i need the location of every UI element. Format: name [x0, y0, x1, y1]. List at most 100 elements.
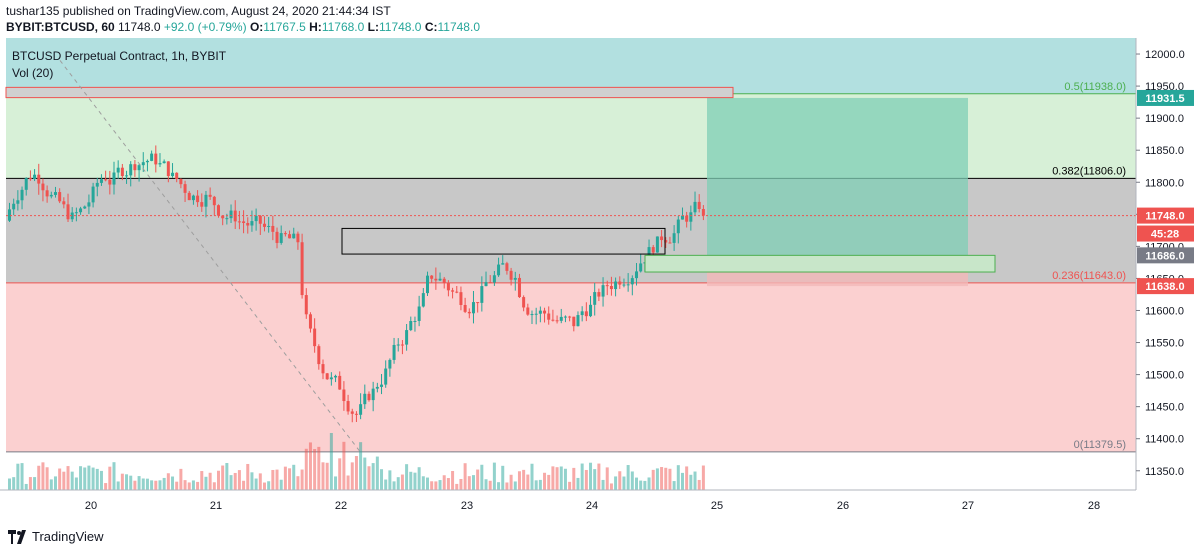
volume-bar: [480, 464, 484, 490]
volume-bar: [438, 480, 442, 490]
volume-bar: [451, 470, 455, 490]
candle-body: [672, 233, 676, 243]
volume-bar: [639, 480, 643, 490]
volume-bar: [237, 470, 241, 490]
candle-body: [279, 233, 283, 243]
price-tag-label: 11638.0: [1145, 281, 1184, 293]
volume-bar: [133, 480, 137, 490]
volume-bar: [354, 456, 358, 490]
candle-body: [442, 278, 446, 283]
volume-bar: [233, 472, 237, 490]
volume-bar: [325, 462, 329, 490]
volume-bar: [221, 465, 225, 490]
candle-body: [24, 178, 28, 190]
candle-body: [145, 160, 149, 163]
volume-bar: [405, 464, 409, 490]
time-axis[interactable]: 20 21 22 23 24 25 26 27 28: [0, 489, 1200, 518]
candle-body: [37, 174, 41, 184]
volume-bar: [66, 466, 70, 490]
tradingview-logo-icon: [8, 530, 26, 544]
price-tag: [1137, 247, 1194, 264]
volume-bar: [350, 462, 354, 490]
volume-bar: [204, 476, 208, 490]
candle-body: [87, 202, 91, 207]
y-tick-label: 11600.0: [1145, 305, 1184, 317]
candle-body: [664, 240, 668, 243]
volume-bar: [543, 472, 547, 490]
supply-box: [341, 227, 666, 255]
candle-body: [476, 302, 480, 304]
candle-body: [229, 210, 233, 219]
volume-bar: [651, 469, 655, 490]
candle-body: [359, 404, 363, 415]
volume-bar: [375, 456, 379, 490]
symbol-label[interactable]: BYBIT:BTCUSD, 60: [6, 20, 115, 34]
volume-bar: [338, 458, 342, 490]
volume-bar: [28, 477, 32, 490]
price-axis[interactable]: 12000.011950.011900.011850.011800.011750…: [1135, 38, 1200, 518]
volume-bar: [559, 466, 563, 490]
candle-body: [635, 271, 638, 279]
volume-bar: [388, 470, 392, 490]
price-axis-bg: [1136, 38, 1200, 518]
volume-bar: [120, 473, 124, 490]
volume-bar: [668, 468, 672, 490]
volume-bar: [41, 462, 45, 490]
volume-bar: [95, 468, 99, 490]
candle-body: [58, 192, 62, 202]
candle-body: [501, 263, 505, 265]
price-tag-label: 11686.0: [1145, 250, 1184, 262]
volume-bar: [279, 479, 283, 490]
volume-bar: [530, 463, 534, 490]
candle-body: [296, 233, 300, 243]
price-tag: [1137, 207, 1194, 224]
volume-bar: [313, 449, 317, 490]
volume-bar: [183, 480, 187, 490]
candle-body: [576, 315, 580, 327]
volume-bar: [476, 469, 480, 490]
candle-body: [221, 215, 225, 219]
x-tick-label: 24: [586, 500, 598, 512]
candle-body: [79, 208, 83, 213]
volume-bar: [614, 476, 618, 490]
volume-bar: [162, 477, 166, 490]
volume-bar: [413, 472, 417, 490]
price-chart[interactable]: 0.5(11938.0) 0.382(11806.0) 0.236(11643.0)…: [0, 38, 1200, 518]
candle-body: [158, 163, 162, 165]
volume-bar: [392, 481, 396, 490]
candle-body: [513, 277, 517, 280]
candle-body: [204, 194, 208, 207]
candle-body: [20, 189, 24, 201]
volume-bar: [576, 477, 580, 490]
volume-bar: [580, 463, 584, 490]
volume-bar: [685, 466, 689, 490]
candle-body: [538, 310, 542, 314]
volume-bar: [421, 476, 425, 490]
volume-bar: [434, 481, 438, 490]
candle-body: [53, 192, 57, 195]
candle-body: [367, 393, 371, 401]
candle-body: [530, 314, 534, 316]
candle-body: [484, 282, 488, 287]
volume-bar: [137, 476, 141, 490]
candle-body: [91, 186, 95, 203]
candle-body: [329, 377, 333, 380]
candle-body: [563, 316, 567, 318]
fib-bands: 0.5(11938.0) 0.382(11806.0) 0.236(11643.0)…: [6, 38, 1136, 453]
candle-body: [676, 219, 680, 234]
candle-body: [580, 311, 584, 316]
candle-body: [200, 202, 204, 207]
volume-bar: [145, 478, 149, 490]
candle-body: [480, 286, 484, 303]
volume-bar: [359, 442, 363, 490]
candle-body: [526, 307, 530, 315]
volume-bar: [33, 477, 37, 490]
volume-bar: [492, 462, 496, 490]
volume-bar: [154, 480, 158, 490]
candle-body: [258, 215, 262, 224]
volume-bar: [501, 465, 505, 490]
fib-label: 0(11379.5): [1074, 439, 1126, 451]
candle-body: [70, 212, 74, 220]
candle-body: [196, 195, 200, 203]
candle-body: [380, 384, 384, 387]
